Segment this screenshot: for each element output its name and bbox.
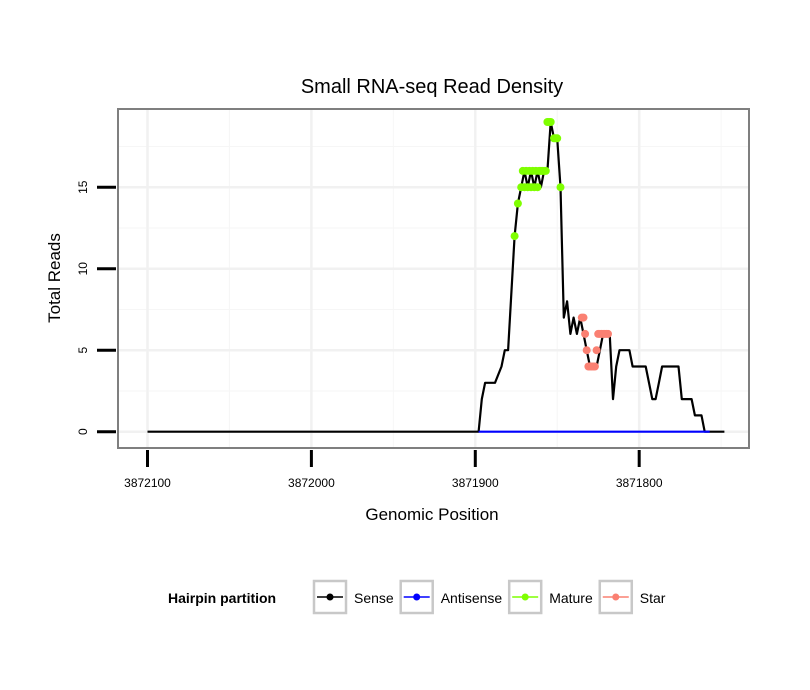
y-tick-label: 0 (76, 428, 90, 435)
point-star (604, 329, 612, 338)
legend-label: Antisense (441, 590, 503, 606)
legend: Hairpin partition Sense Antisense Mature St… (168, 579, 666, 615)
point-star (590, 362, 599, 371)
plot-border (117, 108, 750, 449)
point-mature (513, 199, 522, 208)
y-tick-label: 5 (76, 347, 90, 354)
legend-item-mature: Mature (507, 579, 593, 615)
chart-title: Small RNA-seq Read Density (301, 76, 563, 98)
y-axis-label: Total Reads (45, 233, 64, 323)
point-star (592, 346, 601, 355)
legend-item-star: Star (598, 579, 666, 615)
legend-label: Star (640, 590, 666, 606)
legend-key-point (612, 593, 620, 601)
point-mature (556, 183, 565, 192)
point-star (582, 346, 591, 355)
legend-title: Hairpin partition (168, 590, 276, 606)
point-mature (510, 232, 519, 241)
y-tick-label: 10 (76, 262, 90, 276)
legend-key-point (413, 593, 421, 601)
x-tick-label: 3872000 (288, 476, 335, 490)
x-tick-label: 3872100 (124, 476, 171, 490)
point-mature (546, 118, 555, 126)
series-points (510, 118, 612, 371)
plot-panel (118, 109, 749, 448)
legend-item-sense: Sense (312, 579, 394, 615)
point-mature (533, 183, 542, 192)
x-axis: 3872100 3872000 3871900 3871800 (124, 450, 663, 490)
x-axis-label: Genomic Position (365, 505, 498, 524)
x-tick-label: 3871900 (452, 476, 499, 490)
x-tick-label: 3871800 (616, 476, 663, 490)
y-axis: 0 5 10 15 (76, 180, 116, 435)
legend-key-point (521, 593, 529, 601)
y-tick-label: 15 (76, 180, 90, 194)
point-star (579, 313, 588, 322)
legend-item-antisense: Antisense (399, 579, 503, 615)
point-mature (553, 134, 562, 143)
legend-key-point (326, 593, 334, 601)
legend-label: Mature (549, 590, 593, 606)
legend-label: Sense (354, 590, 394, 606)
point-mature (541, 166, 550, 175)
point-star (581, 329, 590, 338)
